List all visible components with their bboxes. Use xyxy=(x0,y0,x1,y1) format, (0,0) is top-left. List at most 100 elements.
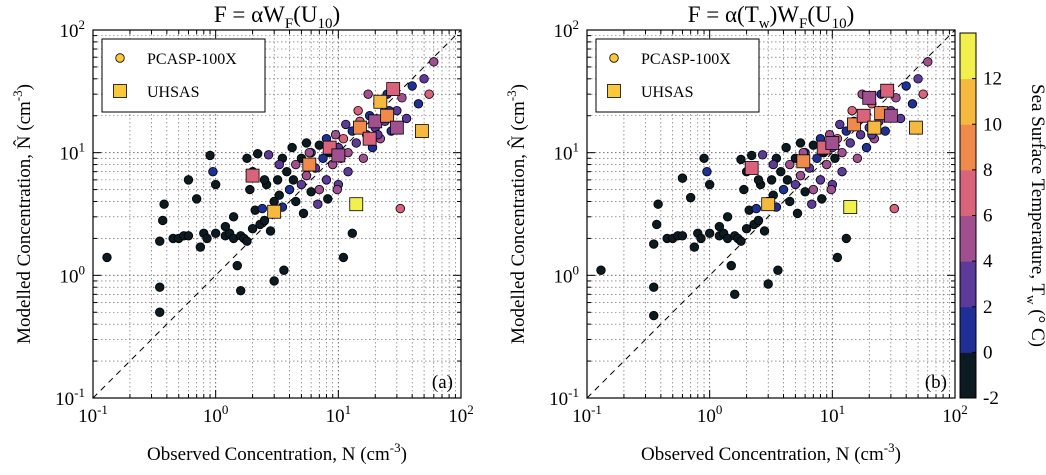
y-tick-label: 100 xyxy=(554,262,580,287)
data-point-pcasp xyxy=(653,199,663,209)
data-point-pcasp xyxy=(757,150,768,160)
data-point-pcasp xyxy=(649,282,659,292)
data-point-pcasp xyxy=(395,203,405,214)
data-point-pcasp xyxy=(677,231,688,241)
data-point-pcasp xyxy=(205,150,215,161)
data-point-pcasp xyxy=(753,175,764,185)
data-point-pcasp xyxy=(795,138,806,148)
data-point-pcasp xyxy=(242,236,252,246)
title-subscript: w xyxy=(759,16,770,32)
data-point-pcasp xyxy=(730,289,740,300)
data-point-pcasp xyxy=(689,242,700,252)
data-point-pcasp xyxy=(296,179,307,190)
data-point-pcasp xyxy=(923,57,933,67)
data-point-pcasp xyxy=(826,184,836,195)
data-point-pcasp xyxy=(751,203,762,214)
y-axis-label-text: Modelled Concentration, N̂ (cm xyxy=(507,101,529,344)
x-tick-base: 10 xyxy=(326,406,345,427)
data-point-pcasp xyxy=(183,175,194,185)
data-point-uhsas xyxy=(796,154,811,169)
data-point-pcasp xyxy=(714,221,725,232)
data-point-pcasp xyxy=(284,184,295,195)
colorbar-tick-label: 4 xyxy=(983,251,993,272)
panel-label: (b) xyxy=(925,372,947,393)
y-tick-base: 10 xyxy=(60,266,79,287)
data-point-pcasp xyxy=(817,194,827,204)
colorbar: -2 0 2 4 6 8 10 12 Sea Surface Temperature, Tw (… xyxy=(959,32,1046,409)
colorbar-segment xyxy=(960,169,976,216)
data-point-uhsas xyxy=(867,120,882,135)
data-point-pcasp xyxy=(242,153,252,163)
data-point-pcasp xyxy=(301,170,312,181)
x-tick-base: 10 xyxy=(203,406,222,427)
colorbar-segment xyxy=(960,78,976,125)
title-part: (U xyxy=(293,2,318,27)
x-axis-label: Observed Concentration, N (cm-3) xyxy=(147,440,407,465)
data-point-pcasp xyxy=(736,154,746,165)
data-point-pcasp xyxy=(832,252,843,263)
data-point-pcasp xyxy=(596,265,606,275)
data-point-pcasp xyxy=(739,184,749,195)
colorbar-tick-label: 12 xyxy=(983,69,1002,90)
data-point-pcasp xyxy=(880,126,890,136)
y-tick-base: 10 xyxy=(60,144,79,165)
data-point-pcasp xyxy=(901,81,911,91)
x-tick-base: 10 xyxy=(572,406,591,427)
data-point-pcasp xyxy=(358,153,369,163)
x-tick-base: 10 xyxy=(697,406,716,427)
data-point-pcasp xyxy=(889,203,899,214)
data-point-pcasp xyxy=(699,153,709,163)
legend-box xyxy=(101,38,266,113)
y-axis-label: Modelled Concentration, N̂ (cm-3) xyxy=(10,84,35,344)
data-point-uhsas xyxy=(349,197,364,212)
colorbar-segment xyxy=(960,352,976,399)
data-point-uhsas xyxy=(389,120,404,135)
data-point-pcasp xyxy=(298,208,309,219)
colorbar-label-sub: w xyxy=(1024,295,1039,305)
y-tick-exponent: 2 xyxy=(79,17,86,32)
data-point-pcasp xyxy=(252,149,263,159)
data-point-pcasp xyxy=(845,138,855,148)
data-point-pcasp xyxy=(741,223,752,234)
legend-label: PCASP-100X xyxy=(641,51,731,68)
y-tick-label: 102 xyxy=(554,17,580,42)
data-point-pcasp xyxy=(841,233,852,244)
data-point-pcasp xyxy=(722,212,733,222)
data-point-pcasp xyxy=(210,228,221,239)
data-point-pcasp xyxy=(157,215,168,226)
data-point-pcasp xyxy=(102,252,112,263)
data-point-uhsas xyxy=(761,197,776,212)
x-tick-exponent: 0 xyxy=(222,402,229,417)
data-point-pcasp xyxy=(202,233,212,244)
x-tick-exponent: 1 xyxy=(839,402,846,417)
title-part: F = αW xyxy=(214,2,285,27)
title-part: (U xyxy=(807,2,832,27)
data-point-pcasp xyxy=(343,166,353,177)
data-point-uhsas xyxy=(856,108,871,123)
data-point-pcasp xyxy=(736,236,746,246)
x-axis-label-text: Observed Concentration, N (cm xyxy=(147,444,390,465)
data-point-pcasp xyxy=(247,223,258,234)
panel-label: (a) xyxy=(432,372,453,393)
data-point-pcasp xyxy=(274,159,284,170)
data-point-pcasp xyxy=(236,285,246,296)
y-tick-exponent: 0 xyxy=(79,262,86,277)
legend-box xyxy=(595,38,760,113)
colorbar-label-end: (° C) xyxy=(1027,305,1046,347)
data-point-pcasp xyxy=(702,166,712,177)
data-point-pcasp xyxy=(424,89,434,99)
x-axis-label: Observed Concentration, N (cm-3) xyxy=(641,440,901,465)
data-point-uhsas xyxy=(883,108,898,123)
x-tick-exponent: -1 xyxy=(97,402,108,417)
data-point-pcasp xyxy=(795,170,806,181)
y-axis-label-sup: -3 xyxy=(504,90,519,101)
data-point-pcasp xyxy=(155,307,165,317)
data-point-uhsas xyxy=(353,120,367,135)
data-point-pcasp xyxy=(195,242,206,252)
x-tick-exponent: 0 xyxy=(716,402,723,417)
y-tick-exponent: 1 xyxy=(79,140,86,155)
data-point-uhsas xyxy=(267,204,282,219)
title-subscript: F xyxy=(799,16,807,32)
